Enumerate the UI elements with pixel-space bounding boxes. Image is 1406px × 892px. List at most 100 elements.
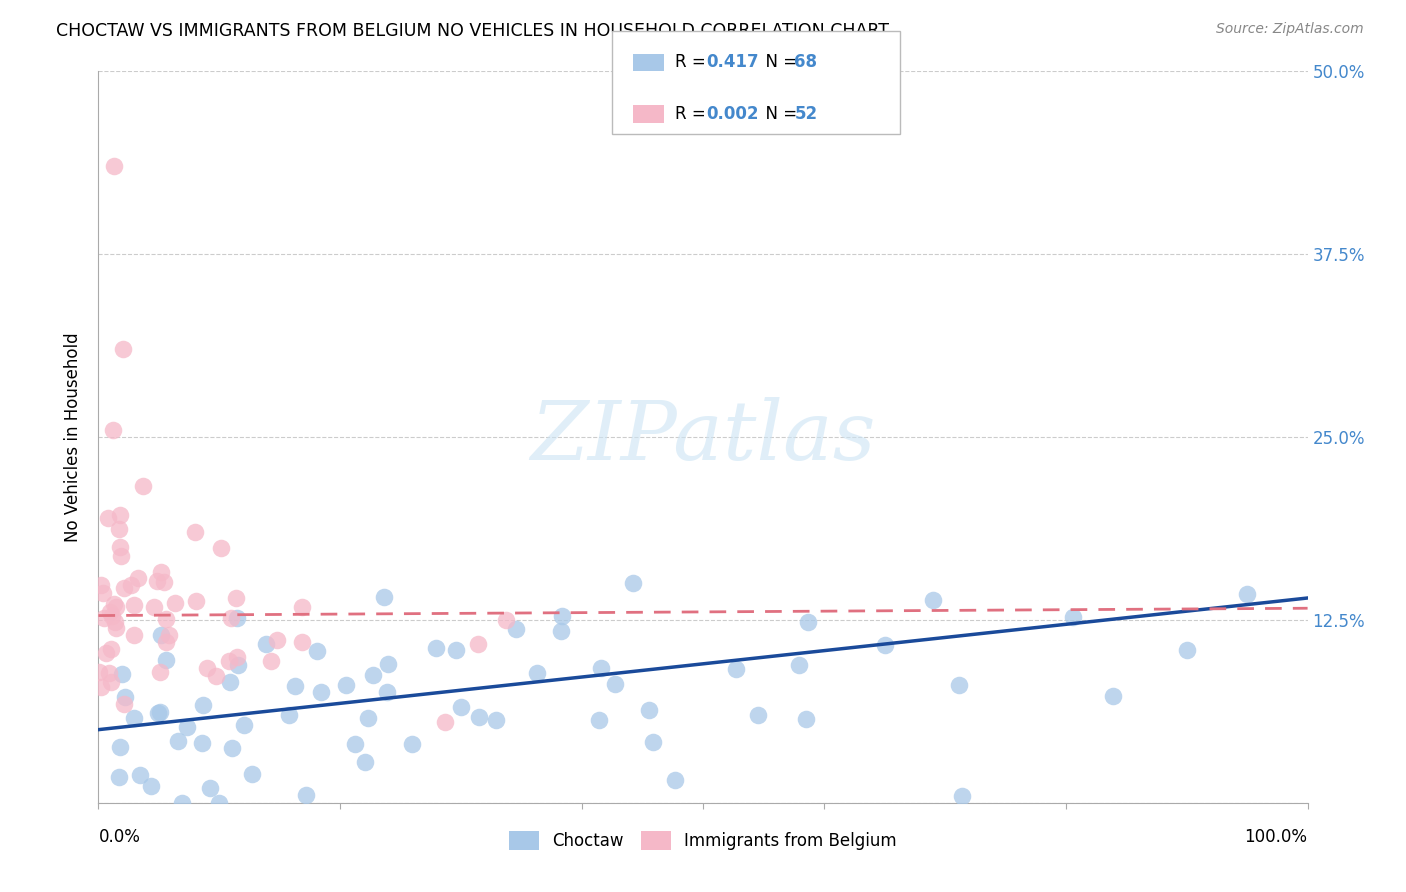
Point: [434, 715, 457, 730]
Point: [401, 737, 423, 751]
Point: [294, 789, 316, 803]
Point: [641, 734, 664, 748]
Point: [167, 733, 190, 747]
Text: ZIPatlas: ZIPatlas: [530, 397, 876, 477]
Point: [110, 740, 132, 755]
Point: [149, 627, 172, 641]
Text: N =: N =: [755, 105, 803, 123]
Point: [141, 779, 163, 793]
Point: [260, 654, 283, 668]
Point: [354, 755, 377, 769]
Text: 0.417: 0.417: [706, 54, 758, 71]
Point: [112, 697, 135, 711]
Point: [526, 665, 548, 680]
Point: [146, 706, 169, 720]
Point: [150, 566, 173, 580]
Point: [120, 578, 142, 592]
Point: [90, 578, 112, 592]
Point: [444, 643, 467, 657]
Point: [155, 653, 177, 667]
Point: [155, 635, 177, 649]
Point: [948, 678, 970, 692]
Point: [605, 677, 627, 691]
Point: [87, 665, 110, 680]
Point: [467, 637, 489, 651]
Point: [122, 628, 145, 642]
Text: Source: ZipAtlas.com: Source: ZipAtlas.com: [1216, 22, 1364, 37]
Point: [204, 669, 226, 683]
Point: [450, 700, 472, 714]
Point: [794, 713, 817, 727]
Point: [184, 524, 207, 539]
Text: 0.002: 0.002: [706, 105, 758, 123]
Point: [361, 668, 384, 682]
Point: [725, 662, 748, 676]
Text: R =: R =: [675, 54, 711, 71]
Point: [191, 698, 214, 713]
Point: [226, 658, 249, 673]
Point: [254, 637, 277, 651]
Point: [551, 609, 574, 624]
Point: [1102, 689, 1125, 703]
Point: [157, 628, 180, 642]
Point: [1236, 587, 1258, 601]
Point: [505, 622, 527, 636]
Point: [108, 522, 131, 536]
Y-axis label: No Vehicles in Household: No Vehicles in Household: [65, 332, 83, 542]
Point: [218, 654, 240, 668]
Point: [104, 615, 127, 630]
Point: [797, 615, 820, 630]
Point: [485, 713, 508, 727]
Text: R =: R =: [675, 105, 711, 123]
Point: [170, 796, 193, 810]
Point: [425, 641, 447, 656]
Point: [621, 576, 644, 591]
Point: [1175, 642, 1198, 657]
Point: [664, 772, 686, 787]
Point: [221, 740, 243, 755]
Point: [309, 685, 332, 699]
Point: [232, 718, 254, 732]
Point: [291, 635, 314, 649]
Point: [209, 541, 232, 555]
Point: [93, 611, 115, 625]
Point: [357, 711, 380, 725]
Point: [100, 641, 122, 656]
Point: [226, 611, 249, 625]
Point: [875, 638, 897, 652]
Point: [226, 649, 249, 664]
Point: [110, 549, 132, 563]
Point: [112, 582, 135, 596]
Point: [747, 707, 769, 722]
Point: [375, 685, 398, 699]
Point: [97, 510, 120, 524]
Point: [114, 690, 136, 704]
Point: [153, 574, 176, 589]
Text: CHOCTAW VS IMMIGRANTS FROM BELGIUM NO VEHICLES IN HOUSEHOLD CORRELATION CHART: CHOCTAW VS IMMIGRANTS FROM BELGIUM NO VE…: [56, 22, 889, 40]
Point: [240, 766, 263, 780]
Point: [165, 596, 187, 610]
Point: [111, 666, 134, 681]
Point: [176, 720, 198, 734]
Text: 68: 68: [794, 54, 817, 71]
Point: [145, 574, 167, 588]
Point: [344, 738, 367, 752]
Point: [103, 597, 125, 611]
Point: [305, 644, 328, 658]
Point: [108, 508, 131, 523]
Point: [373, 591, 395, 605]
Point: [91, 586, 114, 600]
Point: [101, 423, 124, 437]
Point: [219, 674, 242, 689]
Point: [184, 594, 207, 608]
Point: [98, 665, 121, 680]
Point: [108, 770, 131, 784]
Point: [266, 632, 288, 647]
Point: [100, 675, 122, 690]
Point: [377, 657, 399, 671]
Text: 0.0%: 0.0%: [98, 829, 141, 847]
Point: [149, 705, 172, 719]
Point: [155, 612, 177, 626]
Point: [122, 599, 145, 613]
Point: [101, 609, 124, 624]
